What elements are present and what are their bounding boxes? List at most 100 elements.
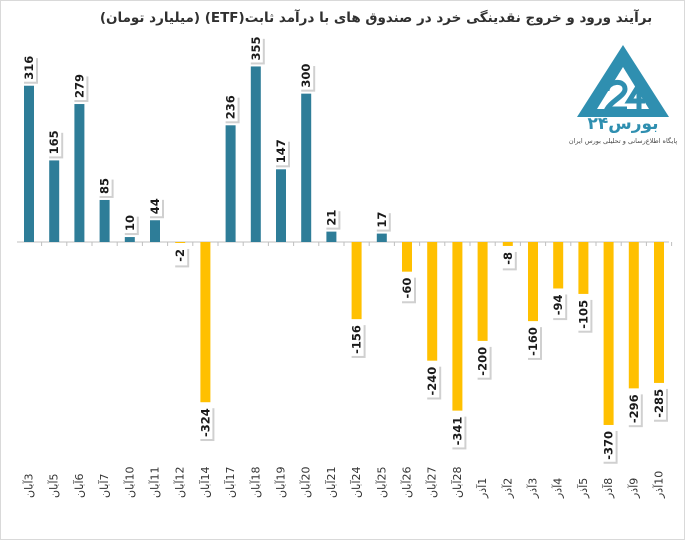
data-label-box xyxy=(324,209,339,228)
category-label: 26آبان xyxy=(400,466,414,498)
data-label: 279 xyxy=(72,74,86,98)
category-label: 6آبان xyxy=(72,473,86,498)
category-label: 7آبان xyxy=(97,473,111,498)
data-label-group: -2 xyxy=(173,246,190,268)
category-label: 28آبان xyxy=(450,466,464,498)
category-label: 4آذر xyxy=(551,478,565,499)
bar xyxy=(276,169,286,242)
data-label-group: -94 xyxy=(551,292,568,321)
bar xyxy=(578,242,589,294)
data-label-group: 300 xyxy=(299,64,316,92)
bar xyxy=(351,242,362,320)
category-label: 21آبان xyxy=(324,466,338,498)
data-label-box xyxy=(299,64,314,90)
data-label-group: 165 xyxy=(47,130,64,159)
category-label: 12آبان xyxy=(173,466,187,498)
data-label: -160 xyxy=(526,327,540,356)
data-label-box xyxy=(475,344,490,378)
data-label-box xyxy=(652,386,666,420)
data-label-box xyxy=(223,95,238,122)
data-label: -60 xyxy=(400,278,414,299)
bar xyxy=(49,160,60,242)
data-label-group: -324 xyxy=(198,406,215,442)
bar xyxy=(654,242,664,383)
data-label-box xyxy=(47,130,62,157)
data-label: 85 xyxy=(98,178,112,194)
brand-name: بورس۲۴ xyxy=(587,114,659,134)
data-label: -94 xyxy=(551,294,565,315)
category-label: 20آبان xyxy=(299,466,313,498)
bar xyxy=(99,199,110,242)
category-label: 10آبان xyxy=(122,466,136,498)
data-label: 147 xyxy=(274,139,288,163)
data-label-box xyxy=(173,246,188,266)
data-label: -240 xyxy=(425,367,439,396)
bar xyxy=(628,242,639,389)
category-label: 11آبان xyxy=(148,466,162,498)
data-label-box xyxy=(349,323,364,356)
category-label: 19آبان xyxy=(274,466,288,498)
category-label: 3آذر xyxy=(526,478,540,499)
data-label-group: -370 xyxy=(601,428,618,464)
category-label: 8آذر xyxy=(601,478,615,499)
data-label: 165 xyxy=(47,130,61,154)
data-label-box xyxy=(551,292,566,319)
data-label: 236 xyxy=(224,95,238,119)
data-label-group: -200 xyxy=(475,344,492,380)
data-label-group: 85 xyxy=(97,177,114,198)
data-label-group: 355 xyxy=(248,36,265,65)
bar xyxy=(376,233,387,242)
category-label: 5آذر xyxy=(576,478,590,499)
category-label: 18آبان xyxy=(248,466,262,498)
data-label-box xyxy=(400,275,414,302)
data-label: -296 xyxy=(627,394,641,423)
bar xyxy=(326,231,337,242)
data-label-group: 279 xyxy=(72,74,89,103)
bar xyxy=(553,242,564,289)
bar xyxy=(250,66,261,242)
data-label-box xyxy=(148,197,162,217)
data-label-group: 236 xyxy=(223,95,240,124)
category-label: 24آبان xyxy=(349,466,363,498)
data-label: 44 xyxy=(148,198,162,214)
bar xyxy=(124,237,135,242)
data-label-group: -60 xyxy=(400,275,416,304)
bar xyxy=(452,242,463,411)
data-label-group: -285 xyxy=(652,386,668,422)
data-label-box xyxy=(450,414,465,448)
category-label: 14آبان xyxy=(198,466,212,498)
data-label: 300 xyxy=(299,64,313,88)
data-label: -324 xyxy=(198,408,212,437)
data-label-box xyxy=(425,364,440,398)
data-label-group: 21 xyxy=(324,209,341,230)
bar xyxy=(24,85,34,242)
category-label: 27آبان xyxy=(425,466,439,498)
bar xyxy=(502,242,513,246)
data-label: 21 xyxy=(324,210,338,226)
data-label-box xyxy=(248,36,263,63)
data-label: -8 xyxy=(501,252,515,265)
data-label-box xyxy=(274,139,288,166)
data-label-group: -341 xyxy=(450,414,467,450)
bar xyxy=(301,93,312,243)
category-label: 9آذر xyxy=(626,478,640,499)
data-label-box xyxy=(122,214,137,234)
data-label: 355 xyxy=(249,36,263,60)
data-label: -370 xyxy=(602,431,616,460)
data-label: 316 xyxy=(22,56,36,80)
category-label: 2آذر xyxy=(500,478,514,499)
data-label-box xyxy=(526,325,540,358)
data-label-group: 17 xyxy=(374,211,391,232)
category-label: 17آبان xyxy=(223,466,237,498)
data-label-group: -296 xyxy=(626,392,643,428)
data-label-box xyxy=(626,392,641,426)
data-label-box xyxy=(72,74,87,101)
bar xyxy=(74,104,85,242)
data-label: -200 xyxy=(476,347,490,376)
bar xyxy=(427,242,438,361)
bar xyxy=(477,242,488,341)
data-label-group: 44 xyxy=(148,197,164,219)
bar xyxy=(200,242,211,403)
bar xyxy=(402,242,412,272)
data-label-box xyxy=(374,211,389,230)
